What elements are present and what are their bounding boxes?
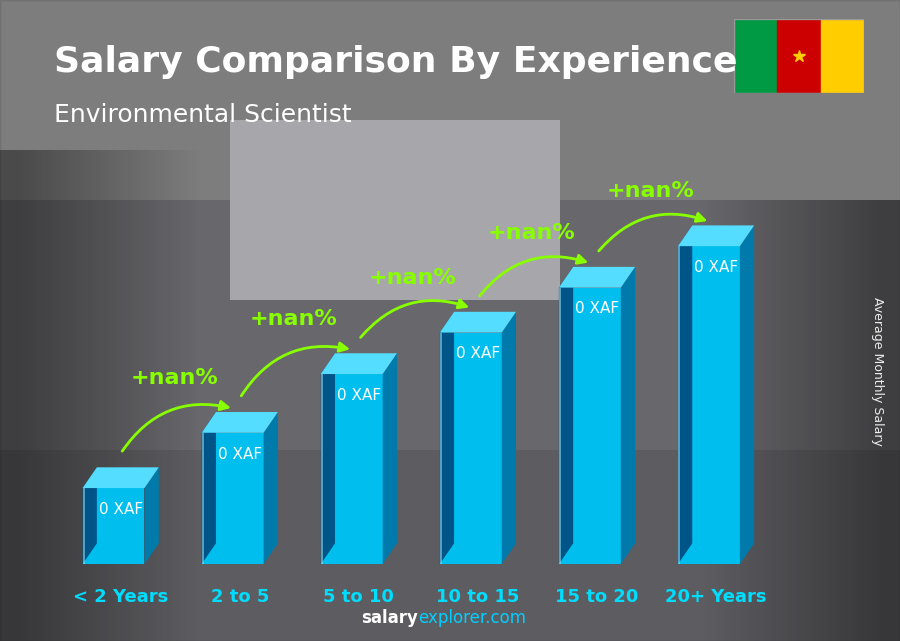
- Text: +nan%: +nan%: [368, 267, 456, 288]
- Text: +nan%: +nan%: [249, 309, 338, 329]
- Polygon shape: [501, 312, 516, 564]
- Text: 2 to 5: 2 to 5: [211, 588, 269, 606]
- Text: 0 XAF: 0 XAF: [694, 260, 738, 275]
- Text: Average Monthly Salary: Average Monthly Salary: [871, 297, 884, 446]
- Text: +nan%: +nan%: [488, 222, 575, 243]
- Text: 15 to 20: 15 to 20: [555, 588, 639, 606]
- Text: 5 to 10: 5 to 10: [323, 588, 394, 606]
- Bar: [734, 19, 777, 93]
- Polygon shape: [83, 488, 145, 564]
- Polygon shape: [83, 467, 97, 564]
- Polygon shape: [320, 353, 335, 564]
- Polygon shape: [678, 226, 754, 246]
- Polygon shape: [440, 312, 516, 333]
- Polygon shape: [678, 226, 692, 564]
- Polygon shape: [202, 433, 204, 564]
- Polygon shape: [202, 412, 278, 433]
- Bar: [777, 19, 821, 93]
- Text: Salary Comparison By Experience: Salary Comparison By Experience: [54, 45, 737, 79]
- Polygon shape: [264, 412, 278, 564]
- Polygon shape: [559, 288, 562, 564]
- Text: explorer.com: explorer.com: [418, 609, 526, 627]
- Text: 0 XAF: 0 XAF: [575, 301, 619, 317]
- Polygon shape: [320, 374, 323, 564]
- Text: 10 to 15: 10 to 15: [436, 588, 519, 606]
- Text: salary: salary: [362, 609, 418, 627]
- Polygon shape: [202, 412, 216, 564]
- Polygon shape: [740, 226, 754, 564]
- Polygon shape: [440, 312, 454, 564]
- Text: +nan%: +nan%: [607, 181, 695, 201]
- Polygon shape: [320, 353, 397, 374]
- Polygon shape: [320, 374, 382, 564]
- Bar: [821, 19, 864, 93]
- Polygon shape: [440, 333, 501, 564]
- Polygon shape: [559, 288, 621, 564]
- Text: 0 XAF: 0 XAF: [218, 447, 262, 462]
- Text: 20+ Years: 20+ Years: [665, 588, 767, 606]
- Text: Environmental Scientist: Environmental Scientist: [54, 103, 352, 126]
- Polygon shape: [559, 267, 573, 564]
- Polygon shape: [202, 433, 264, 564]
- Polygon shape: [83, 488, 85, 564]
- Polygon shape: [145, 467, 158, 564]
- Text: < 2 Years: < 2 Years: [73, 588, 168, 606]
- Polygon shape: [559, 267, 635, 288]
- Text: 0 XAF: 0 XAF: [99, 502, 143, 517]
- Polygon shape: [83, 467, 158, 488]
- Text: 0 XAF: 0 XAF: [337, 388, 381, 403]
- Polygon shape: [621, 267, 635, 564]
- Text: +nan%: +nan%: [130, 368, 218, 388]
- Polygon shape: [440, 333, 442, 564]
- Polygon shape: [382, 353, 397, 564]
- Polygon shape: [678, 246, 740, 564]
- Text: 0 XAF: 0 XAF: [456, 346, 500, 362]
- Polygon shape: [678, 246, 680, 564]
